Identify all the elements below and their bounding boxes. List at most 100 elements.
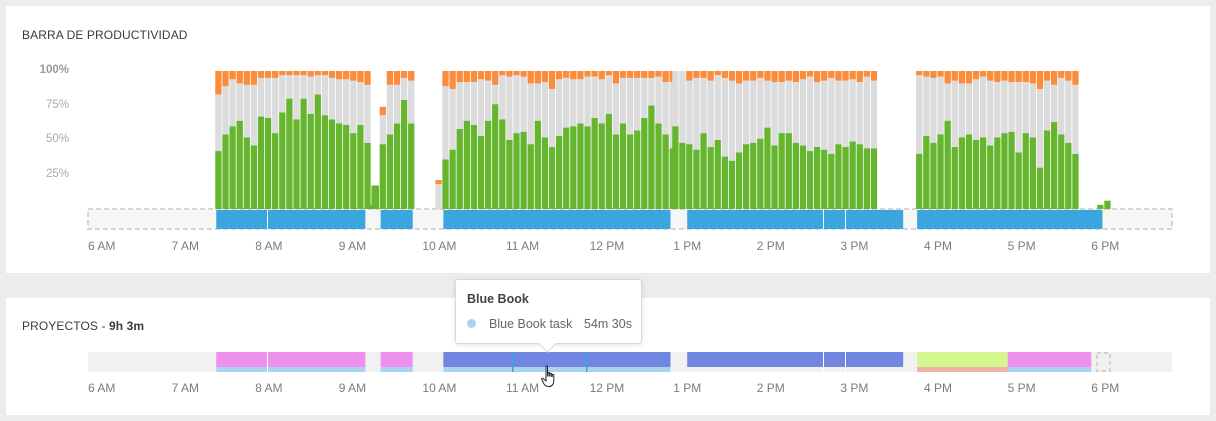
bar-segment [400,99,408,209]
active-separator [823,210,824,229]
bar-segment [821,149,828,209]
bar-segment [1058,77,1065,135]
bar-segment [1029,137,1036,209]
bar-segment [328,119,336,209]
bar-segment [849,79,856,142]
bar-segment [264,117,272,209]
bar-segment [728,71,736,81]
y-tick-label: 25% [45,167,69,180]
bar-segment [814,82,821,147]
bar-segment [456,128,463,209]
bar-segment [648,77,655,106]
bar-segment [307,71,314,77]
x-tick-label: 5 PM [1007,239,1036,253]
bar-segment [842,146,849,209]
bar-segment [806,76,814,152]
bar-segment [257,116,265,209]
projects-title: PROYECTOS - 9h 3m [22,319,145,333]
bar-segment [364,84,371,143]
project-x-tick-label: 10 AM [422,381,457,395]
y-tick-label: 100% [39,64,69,76]
bar-segment [243,71,250,85]
bar-segment [570,71,577,80]
project-block-underline [1007,367,1092,372]
bar-segment [484,80,492,121]
bar-segment [1036,167,1044,209]
bar-segment [584,76,591,127]
bar-segment [662,71,669,83]
bar-segment [965,134,973,209]
bar-segment [1097,204,1104,209]
bar-segment [379,115,386,145]
bar-segment [591,117,598,209]
bar-segment [835,144,842,209]
bar-segment [513,75,520,134]
bar-segment [1008,71,1015,83]
bar-segment [1022,82,1029,134]
bar-segment [222,71,229,87]
bar-segment [750,71,757,81]
bar-segment [279,75,286,113]
bar-segment [506,76,513,140]
bar-segment [856,71,863,83]
bar-segment [870,71,878,81]
bar-segment [735,152,743,209]
bar-segment [307,76,314,114]
bar-segment [243,137,250,209]
project-x-tick-label: 7 AM [171,381,199,395]
bar-segment [527,144,534,209]
bar-segment [634,77,641,131]
bar-segment [1043,80,1051,131]
bar-segment [442,159,449,209]
bar-segment [994,82,1001,138]
bar-segment [721,77,728,157]
bar-segment [1051,84,1058,123]
bar-segment [707,146,714,209]
bar-segment [577,123,584,209]
bar-segment [849,141,856,209]
bar-segment [435,180,442,185]
bar-segment [499,71,506,76]
bar-segment [1036,71,1044,89]
bar-segment [634,71,641,78]
bar-segment [1065,80,1072,143]
bar-segment [641,71,648,78]
bar-segment [700,77,707,134]
x-tick-label: 10 AM [422,239,457,253]
bar-segment [1072,153,1079,209]
bar-segment [792,71,799,83]
bar-segment [321,71,329,76]
bar-segment [264,71,272,78]
tooltip-dot-icon [467,319,476,328]
bar-segment [293,75,300,120]
bar-segment [856,144,863,209]
bar-segment [243,84,250,138]
active-time-block [687,210,904,229]
bar-segment [314,71,321,76]
bar-segment [1072,84,1079,154]
bar-segment [619,77,627,124]
bar-segment [272,71,279,78]
bar-segment [693,77,700,150]
bar-segment [379,106,386,116]
bar-segment [598,79,605,124]
bar-segment [386,71,394,85]
bar-segment [672,126,679,209]
project-block-underline [380,367,413,372]
project-block-underline [216,367,366,372]
bar-segment [835,80,842,145]
bar-segment [735,83,743,153]
bar-segment [372,185,379,209]
bar-segment [357,71,364,83]
bar-segment [250,145,258,209]
bar-segment [335,79,343,124]
bar-segment [229,126,236,209]
bar-segment [222,134,229,209]
bar-segment [728,160,736,209]
bar-segment [286,98,293,209]
bar-segment [555,135,563,209]
bar-segment [648,105,655,209]
bar-segment [456,71,463,83]
bar-segment [215,94,222,152]
bar-segment [994,71,1001,83]
